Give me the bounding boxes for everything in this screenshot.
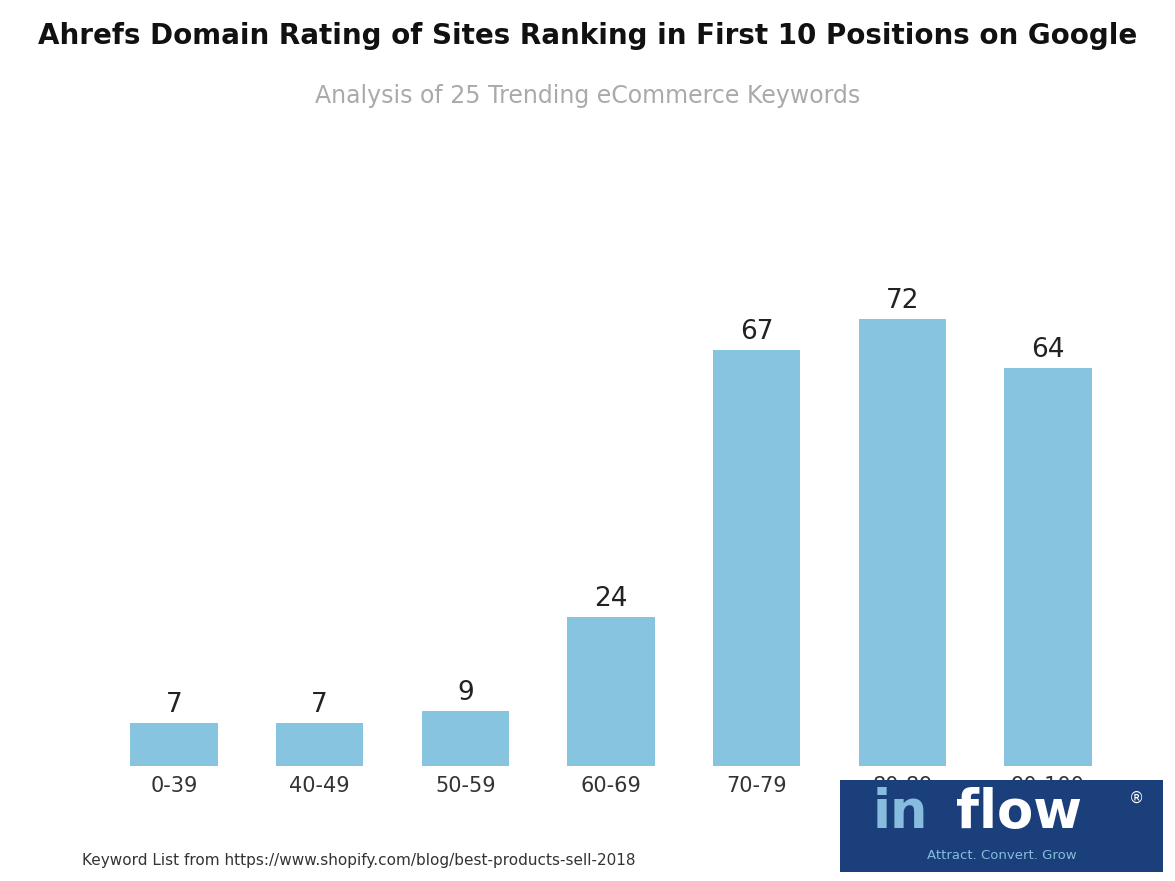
Bar bbox=[422, 710, 509, 766]
Text: 7: 7 bbox=[166, 692, 182, 718]
Bar bbox=[568, 618, 654, 766]
Text: flow: flow bbox=[956, 787, 1082, 839]
Text: 9: 9 bbox=[457, 679, 474, 706]
Text: 7: 7 bbox=[311, 692, 328, 718]
Text: 67: 67 bbox=[740, 319, 773, 344]
Bar bbox=[276, 723, 363, 766]
Text: Keyword List from https://www.shopify.com/blog/best-products-sell-2018: Keyword List from https://www.shopify.co… bbox=[82, 853, 636, 868]
Bar bbox=[1005, 368, 1092, 766]
Bar bbox=[130, 723, 217, 766]
Bar bbox=[713, 350, 800, 766]
Bar bbox=[859, 319, 946, 766]
Text: ®: ® bbox=[1129, 790, 1144, 806]
Text: Ahrefs Domain Rating of Sites Ranking in First 10 Positions on Google: Ahrefs Domain Rating of Sites Ranking in… bbox=[38, 22, 1137, 50]
Text: 64: 64 bbox=[1032, 337, 1065, 364]
Text: 24: 24 bbox=[595, 586, 627, 612]
Text: 72: 72 bbox=[886, 288, 919, 314]
Text: Attract. Convert. Grow: Attract. Convert. Grow bbox=[927, 849, 1076, 862]
Text: in: in bbox=[872, 787, 928, 839]
Text: Analysis of 25 Trending eCommerce Keywords: Analysis of 25 Trending eCommerce Keywor… bbox=[315, 84, 860, 107]
